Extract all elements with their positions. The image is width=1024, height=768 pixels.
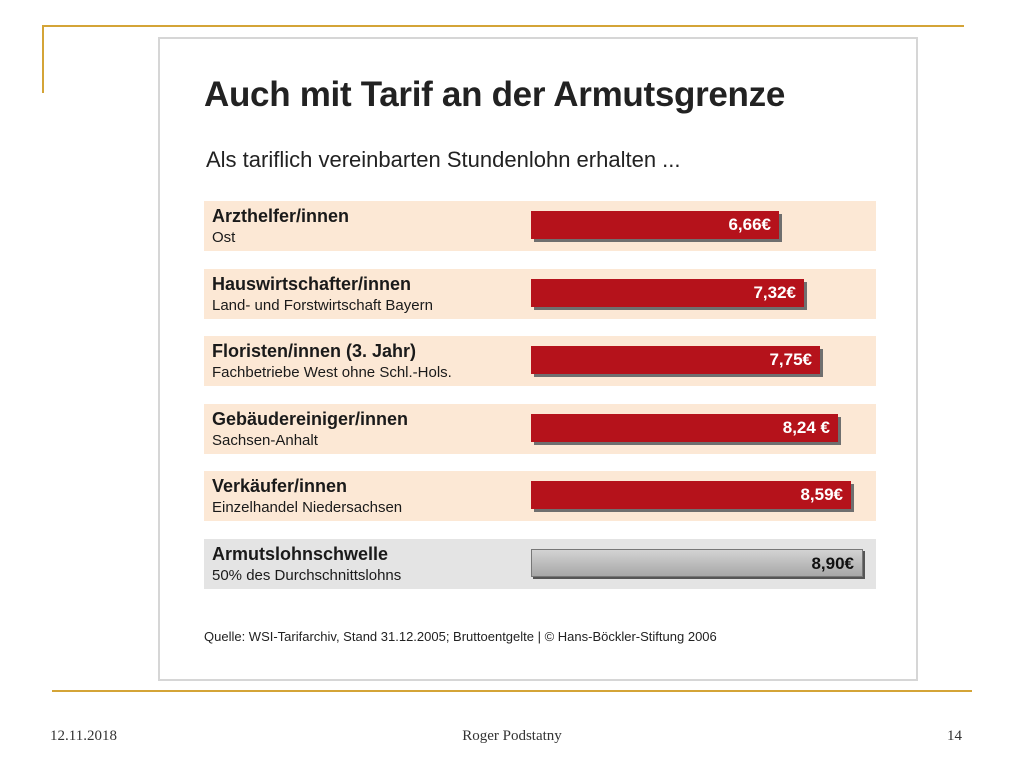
bottom-rule (52, 690, 972, 692)
category-sublabel: Einzelhandel Niedersachsen (212, 499, 403, 516)
category-sublabel: Land- und Forstwirtschaft Bayern (212, 296, 433, 314)
category-row: Floristen/innen (3. Jahr) Fachbetriebe We… (204, 336, 876, 386)
reference-row: Armutslohnschwelle 50% des Durchschnittsl… (204, 538, 876, 589)
footer-date: 12.11.2018 (50, 728, 117, 744)
category-label: Gebäudereiniger/innen (212, 408, 409, 429)
top-rule (42, 25, 964, 27)
category-row: Hauswirtschafter/innen Land- und Forstwir… (204, 268, 876, 319)
chart-graphic: Auch mit Tarif an der Armutsgrenze Als t… (158, 37, 918, 681)
category-label: Armutslohnschwelle (212, 543, 389, 564)
bar-value-label: 7,75€ (769, 350, 812, 369)
category-label: Arzthelfer/innen (212, 206, 350, 226)
left-rule (42, 25, 44, 93)
value-bar: 7,75€ (531, 346, 820, 374)
category-row: Gebäudereiniger/innen Sachsen-Anhalt 8,24 … (204, 403, 876, 454)
category-sublabel: Fachbetriebe West ohne Schl.-Hols. (212, 364, 452, 381)
footer-page-number: 14 (947, 728, 962, 744)
bar-value-label: 7,32€ (753, 282, 796, 302)
category-sublabel: Ost (212, 229, 236, 246)
category-label: Hauswirtschafter/innen (212, 273, 412, 294)
value-bar: 8,24 € (531, 413, 838, 442)
bar-value-label: 8,24 € (782, 417, 830, 437)
bar-value-label: 8,90€ (811, 553, 854, 573)
value-bar: 6,66€ (531, 211, 779, 239)
chart-subtitle: Als tariflich vereinbarten Stundenlohn e… (206, 147, 681, 172)
bar-value-label: 8,59€ (800, 485, 843, 504)
category-sublabel: 50% des Durchschnittslohns (212, 566, 402, 584)
chart-title: Auch mit Tarif an der Armutsgrenze (204, 75, 786, 114)
value-bar: 8,59€ (531, 481, 851, 509)
bar-value-label: 6,66€ (728, 215, 771, 234)
category-sublabel: Sachsen-Anhalt (212, 431, 318, 449)
chart-source: Quelle: WSI-Tarifarchiv, Stand 31.12.200… (204, 629, 717, 644)
footer-author: Roger Podstatny (462, 728, 562, 744)
category-label: Verkäufer/innen (212, 476, 348, 496)
value-bar: 7,32€ (531, 278, 804, 307)
category-row: Verkäufer/innen Einzelhandel Niedersachse… (204, 471, 876, 521)
category-label: Floristen/innen (3. Jahr) (212, 341, 417, 361)
category-row: Arzthelfer/innen Ost 6,66€ (204, 201, 876, 251)
reference-bar: 8,90€ (531, 548, 863, 577)
